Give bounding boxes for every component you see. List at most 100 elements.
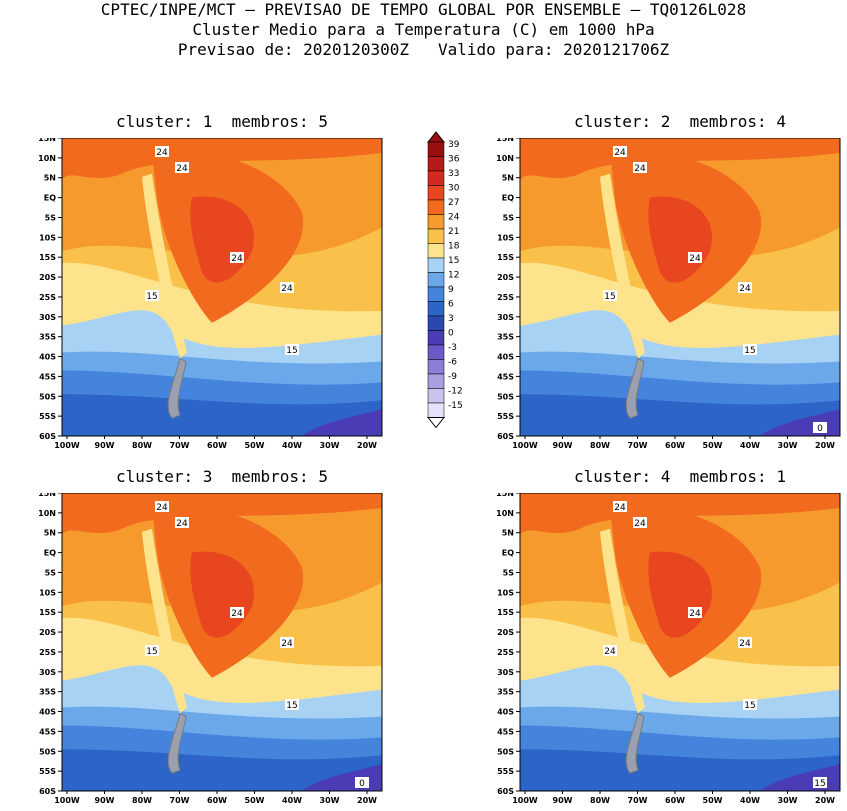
contour-label-box xyxy=(688,252,702,263)
lat-label: 35S xyxy=(497,333,514,342)
lat-label: 50S xyxy=(39,392,56,401)
contour-label-box xyxy=(613,146,627,157)
colorbar-label: 0 xyxy=(448,329,454,339)
lat-label: 15S xyxy=(497,608,514,617)
map-frame xyxy=(519,493,841,792)
contour-label-box xyxy=(603,290,617,301)
lat-label: 5N xyxy=(502,174,514,183)
colorbar-label: -15 xyxy=(448,401,463,411)
colorbar-label: 12 xyxy=(448,271,459,281)
contour-label-box xyxy=(633,162,647,173)
contour-label-box xyxy=(738,637,752,648)
lon-label: 70W xyxy=(628,441,648,450)
colorbar-label: 33 xyxy=(448,169,459,179)
contour-label: 15 xyxy=(286,701,297,711)
lat-label: 20S xyxy=(39,628,56,637)
lat-label: 60S xyxy=(497,787,514,796)
map-frame xyxy=(61,493,383,792)
lat-label: 5N xyxy=(44,174,56,183)
lon-label: 50W xyxy=(245,441,265,450)
andes-ridge xyxy=(142,173,187,359)
header-line-3: Previsao de: 2020120300Z Valido para: 20… xyxy=(177,40,670,59)
colorbar-label: -12 xyxy=(448,387,463,397)
contour-label: 24 xyxy=(156,148,168,158)
colorbar-segment xyxy=(427,286,445,302)
contour-label: 24 xyxy=(281,639,293,649)
patagonia-outline xyxy=(625,357,645,419)
patagonia-outline xyxy=(167,712,187,774)
band-3-6 xyxy=(62,749,382,791)
colorbar-label: -3 xyxy=(448,343,457,353)
contour-label-box xyxy=(145,290,159,301)
contour-label: 24 xyxy=(614,503,626,513)
colorbar-label: 6 xyxy=(448,300,454,310)
temperature-map: 24 24 24 24 15 15 0 15N 10N 5N EQ 5S 10S 15S 20S 25S 30S… xyxy=(38,493,383,805)
colorbar-segment xyxy=(427,344,445,360)
lon-label: 20W xyxy=(357,796,377,805)
lon-label: 60W xyxy=(665,796,685,805)
contour-label-box xyxy=(285,344,299,355)
lat-label: 10S xyxy=(497,588,514,597)
band-3-6 xyxy=(62,394,382,436)
contour-label: 15 xyxy=(286,346,297,356)
lon-label: 70W xyxy=(628,796,648,805)
lat-label: 40S xyxy=(39,708,56,717)
lat-label: 60S xyxy=(39,432,56,441)
lat-label: 30S xyxy=(497,668,514,677)
lat-label: 60S xyxy=(39,787,56,796)
lat-label: 40S xyxy=(497,353,514,362)
contour-label: 24 xyxy=(281,284,293,294)
lat-label: 25S xyxy=(497,648,514,657)
colorbar-segment xyxy=(427,272,445,288)
contour-label: 24 xyxy=(231,254,243,264)
lat-label: 50S xyxy=(497,747,514,756)
lon-label: 40W xyxy=(282,441,302,450)
lon-label: 50W xyxy=(245,796,265,805)
colorbar-segment xyxy=(427,257,445,273)
lon-label: 100W xyxy=(512,796,538,805)
contour-label: 24 xyxy=(739,284,751,294)
lon-label: 80W xyxy=(590,441,610,450)
lat-label: 55S xyxy=(39,767,56,776)
colorbar-label: 39 xyxy=(448,140,460,150)
lat-label: 10N xyxy=(496,154,514,163)
colorbar-top-arrow xyxy=(426,131,446,143)
lat-label: 55S xyxy=(39,412,56,421)
colorbar-segment xyxy=(427,214,445,230)
contour-label-box xyxy=(175,162,189,173)
colorbar-label: 27 xyxy=(448,198,459,208)
colorbar-segment xyxy=(427,359,445,375)
contour-label-box xyxy=(230,607,244,618)
lat-label: 25S xyxy=(39,293,56,302)
lat-label: 25S xyxy=(39,648,56,657)
contour-label: 15 xyxy=(146,647,157,657)
lat-label: 10S xyxy=(39,588,56,597)
lat-label: 10N xyxy=(38,154,56,163)
contour-label: 24 xyxy=(634,164,646,174)
panel-title: cluster: 4 membros: 1 xyxy=(574,467,786,486)
lon-label: 30W xyxy=(320,796,340,805)
lat-label: 45S xyxy=(39,727,56,736)
contour-label-box xyxy=(633,517,647,528)
panel-title: cluster: 2 membros: 4 xyxy=(574,112,786,131)
colorbar-segment xyxy=(427,228,445,244)
colorbar-segment xyxy=(427,156,445,172)
lat-label: EQ xyxy=(44,194,56,203)
lon-label: 50W xyxy=(703,796,723,805)
lat-label: 10N xyxy=(496,509,514,518)
map-frame xyxy=(61,138,383,437)
lon-label: 100W xyxy=(512,441,538,450)
lon-label: 30W xyxy=(320,441,340,450)
lat-label: 45S xyxy=(497,727,514,736)
contour-label-box xyxy=(813,422,827,433)
lat-label: 35S xyxy=(497,688,514,697)
andes-ridge xyxy=(600,173,645,359)
contour-label: 15 xyxy=(814,779,825,789)
contour-label-box xyxy=(613,501,627,512)
patagonia-outline xyxy=(167,357,187,419)
lat-label: 15S xyxy=(497,253,514,262)
band-3-6 xyxy=(520,394,840,436)
colorbar-label: 9 xyxy=(448,285,454,295)
lon-label: 70W xyxy=(170,796,190,805)
colorbar-bottom-arrow xyxy=(426,417,446,429)
